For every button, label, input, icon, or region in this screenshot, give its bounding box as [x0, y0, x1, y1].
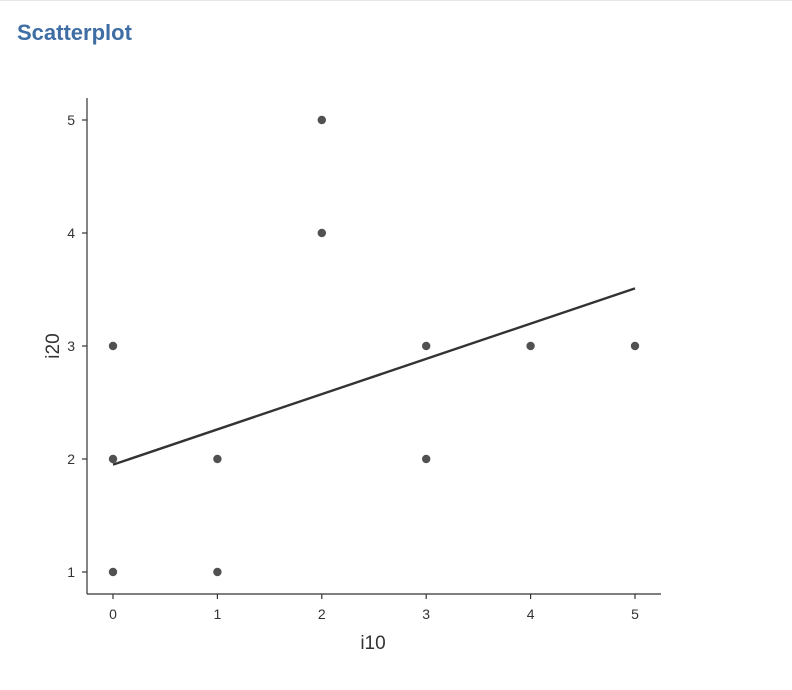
x-axis-title: i10 [360, 633, 385, 654]
top-divider [0, 0, 792, 1]
y-tick-label: 4 [67, 225, 75, 241]
x-tick-label: 3 [422, 606, 430, 622]
y-tick-label: 5 [67, 112, 75, 128]
y-axis-ticks: 1 2 3 4 5 [67, 112, 87, 580]
x-tick-label: 2 [318, 606, 326, 622]
regression-line [112, 287, 636, 466]
y-tick-label: 2 [67, 451, 75, 467]
x-axis-ticks: 0 1 2 3 4 5 [109, 594, 639, 622]
data-point [108, 567, 118, 577]
x-tick-label: 1 [214, 606, 222, 622]
data-point [422, 341, 431, 351]
data-points [108, 115, 640, 577]
data-point [526, 341, 535, 351]
data-point [213, 567, 222, 577]
y-tick-label: 1 [67, 564, 75, 580]
data-point [422, 454, 431, 464]
data-point [108, 341, 118, 351]
x-tick-label: 4 [527, 606, 535, 622]
page-title: Scatterplot [17, 20, 132, 45]
data-point [317, 115, 326, 125]
data-point [630, 341, 640, 351]
x-tick-label: 5 [631, 606, 639, 622]
data-point [317, 228, 326, 238]
data-point [108, 454, 118, 464]
x-tick-label: 0 [109, 606, 117, 622]
y-axis-title: i20 [43, 333, 64, 358]
y-tick-label: 3 [67, 338, 75, 354]
data-point [213, 454, 222, 464]
